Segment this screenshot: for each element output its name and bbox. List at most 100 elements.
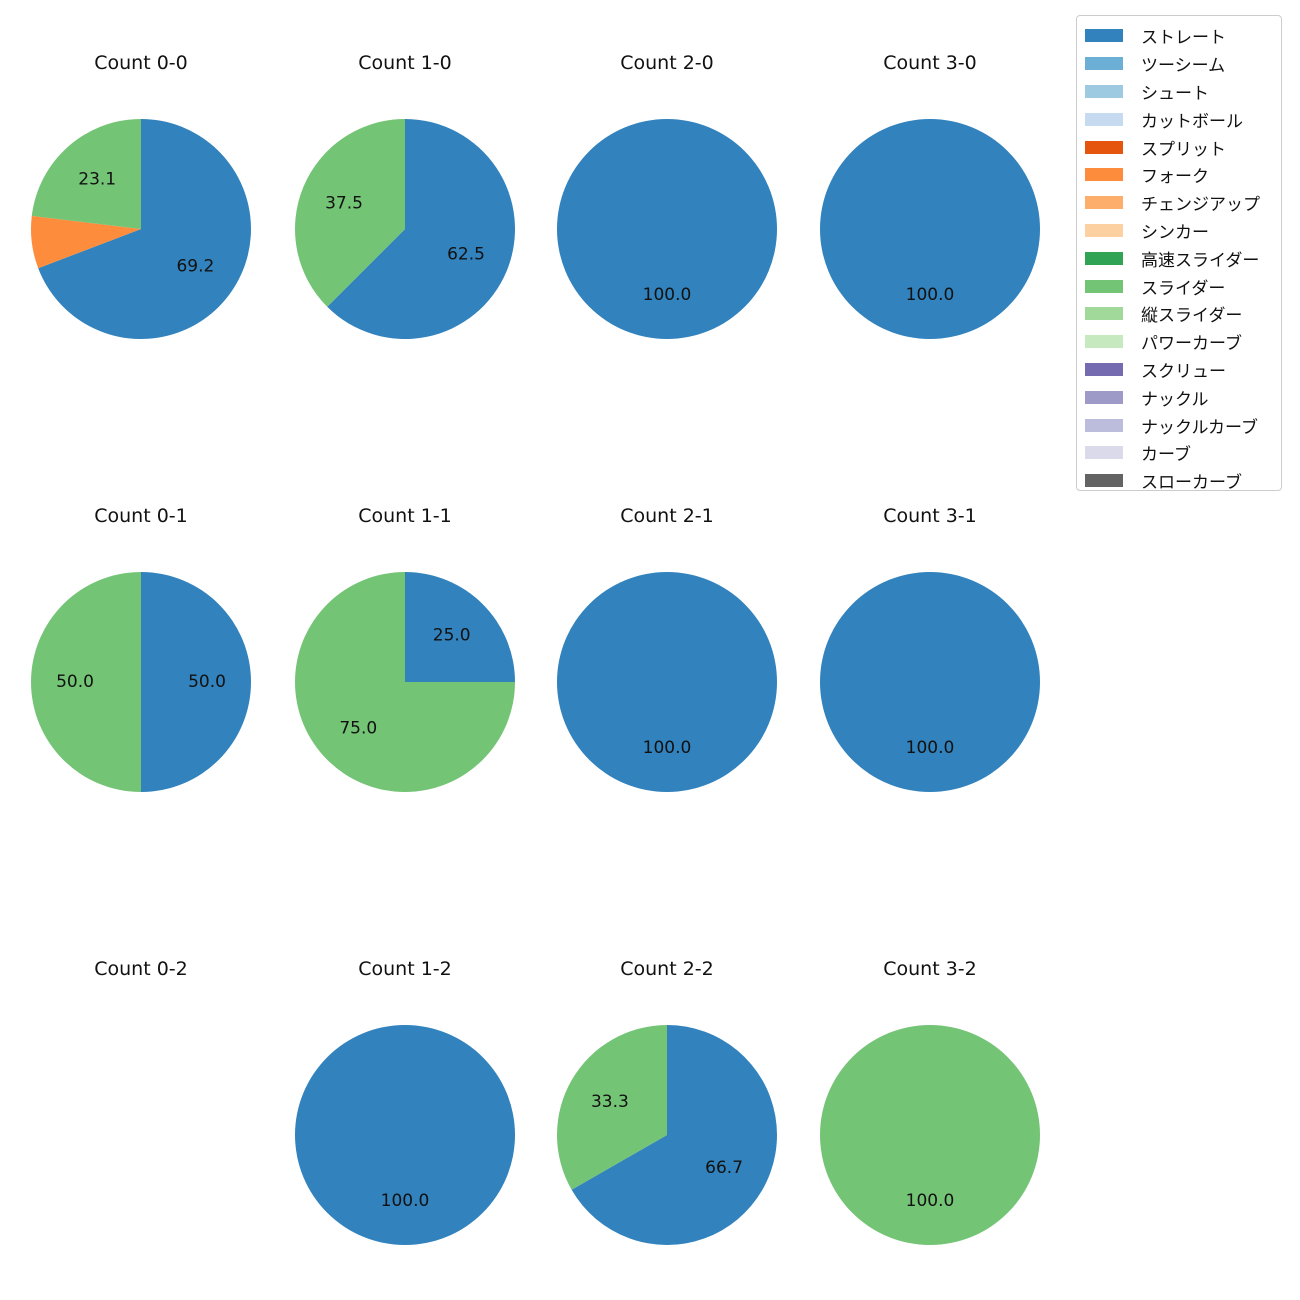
pie-data-label: 100.0 <box>643 738 692 758</box>
pie-slice <box>31 119 142 229</box>
pie-slice <box>38 119 251 339</box>
pie-title: Count 1-0 <box>358 52 452 74</box>
legend-swatch <box>1085 307 1123 321</box>
pie-chart: Count 0-1 50.0 50.0 <box>31 505 251 792</box>
legend-swatch <box>1085 251 1123 265</box>
legend-item: チェンジアップ <box>1085 189 1281 217</box>
legend-item: スローカーブ <box>1085 467 1281 495</box>
pie-slice <box>31 572 141 792</box>
legend-label: シュート <box>1141 83 1209 104</box>
legend-item: 縦スライダー <box>1085 300 1281 328</box>
legend-label: ナックル <box>1141 389 1209 410</box>
pie-slice <box>820 1025 1040 1245</box>
pie-title: Count 2-2 <box>620 958 714 980</box>
pie-chart: Count 3-2 100.0 <box>820 958 1040 1245</box>
legend: ストレートツーシームシュートカットボール スプリットフォークチェンジアップ シンカー… <box>1076 15 1282 493</box>
legend-swatch <box>1085 418 1123 432</box>
legend-label: スライダー <box>1141 278 1226 299</box>
legend-swatch <box>1085 57 1123 71</box>
pie-data-label: 66.7 <box>705 1158 743 1178</box>
pie-data-label: 37.5 <box>325 194 363 214</box>
legend-label: スプリット <box>1141 139 1226 160</box>
pie-slice <box>327 118 516 339</box>
pie-title: Count 0-2 <box>94 958 188 980</box>
legend-label: ツーシーム <box>1141 56 1226 77</box>
legend-item: ストレート <box>1085 22 1281 50</box>
legend-item: 高速スライダー <box>1085 244 1281 272</box>
legend-item: シュート <box>1085 78 1281 106</box>
legend-item: スライダー <box>1085 272 1281 300</box>
pie-chart: Count 3-0 100.0 <box>820 52 1040 339</box>
legend-item: フォーク <box>1085 161 1281 189</box>
pie-chart: Count 2-1 100.0 <box>557 505 777 792</box>
legend-label: ストレート <box>1141 28 1226 49</box>
pie-data-label: 23.1 <box>78 170 116 190</box>
pie-data-label: 69.2 <box>176 256 214 276</box>
pie-title: Count 1-1 <box>358 505 452 527</box>
legend-swatch <box>1085 223 1123 237</box>
pie-data-label: 62.5 <box>447 244 485 264</box>
legend-item: ナックルカーブ <box>1085 411 1281 439</box>
legend-label: 縦スライダー <box>1141 306 1243 327</box>
pie-slice <box>405 572 515 682</box>
legend-label: フォーク <box>1141 167 1209 188</box>
legend-swatch <box>1085 474 1123 488</box>
pie-chart: Count 0-0 69.2 23.1 <box>30 52 251 339</box>
pie-data-label: 25.0 <box>433 625 471 645</box>
pie-title: Count 2-0 <box>620 52 714 74</box>
legend-swatch <box>1085 29 1123 43</box>
legend-item: カーブ <box>1085 439 1281 467</box>
legend-label: スローカーブ <box>1141 473 1242 494</box>
legend-label: シンカー <box>1141 222 1209 243</box>
pie-slice <box>295 119 405 307</box>
pie-chart: Count 1-0 62.5 37.5 <box>295 52 516 339</box>
pie-slice <box>141 572 251 792</box>
pie-chart: Count 1-2 100.0 <box>295 958 515 1245</box>
pie-chart: Count 0-2 <box>94 958 188 980</box>
pie-title: Count 2-1 <box>620 505 714 527</box>
pie-data-label: 100.0 <box>906 1191 955 1211</box>
pie-slice <box>295 572 515 792</box>
legend-label: 高速スライダー <box>1141 250 1260 271</box>
legend-swatch <box>1085 84 1123 98</box>
pie-data-label: 50.0 <box>188 672 226 692</box>
legend-swatch <box>1085 279 1123 293</box>
legend-label: チェンジアップ <box>1141 195 1260 216</box>
pie-title: Count 0-0 <box>94 52 188 74</box>
legend-swatch <box>1085 362 1123 376</box>
legend-item: シンカー <box>1085 217 1281 245</box>
legend-item: スプリット <box>1085 133 1281 161</box>
legend-item: パワーカーブ <box>1085 328 1281 356</box>
legend-swatch <box>1085 335 1123 349</box>
legend-swatch <box>1085 196 1123 210</box>
pie-slice <box>571 1025 777 1245</box>
legend-swatch <box>1085 390 1123 404</box>
legend-label: カットボール <box>1141 111 1243 132</box>
legend-item: カットボール <box>1085 105 1281 133</box>
pie-title: Count 3-2 <box>883 958 977 980</box>
pie-data-label: 100.0 <box>381 1191 430 1211</box>
pie-slice <box>820 572 1040 792</box>
pie-data-label: 33.3 <box>591 1092 629 1112</box>
legend-item: スクリュー <box>1085 356 1281 384</box>
legend-item: ナックル <box>1085 383 1281 411</box>
legend-label: カーブ <box>1141 445 1191 466</box>
pie-data-label: 100.0 <box>906 285 955 305</box>
legend-label: ナックルカーブ <box>1141 417 1258 438</box>
pie-data-label: 50.0 <box>56 672 94 692</box>
pie-slice <box>557 572 777 792</box>
legend-label: パワーカーブ <box>1141 334 1242 355</box>
pie-title: Count 0-1 <box>94 505 188 527</box>
pie-chart: Count 2-0 100.0 <box>557 52 777 339</box>
pie-title: Count 3-1 <box>883 505 977 527</box>
pie-chart: Count 3-1 100.0 <box>820 505 1040 792</box>
pie-data-label: 100.0 <box>906 738 955 758</box>
pie-title: Count 1-2 <box>358 958 452 980</box>
pie-slice <box>557 119 777 339</box>
pie-slice <box>556 1025 667 1190</box>
pie-chart: Count 1-1 25.0 75.0 <box>295 505 515 792</box>
legend-item: ツーシーム <box>1085 50 1281 78</box>
pie-slice <box>295 1025 515 1245</box>
pie-title: Count 3-0 <box>883 52 977 74</box>
